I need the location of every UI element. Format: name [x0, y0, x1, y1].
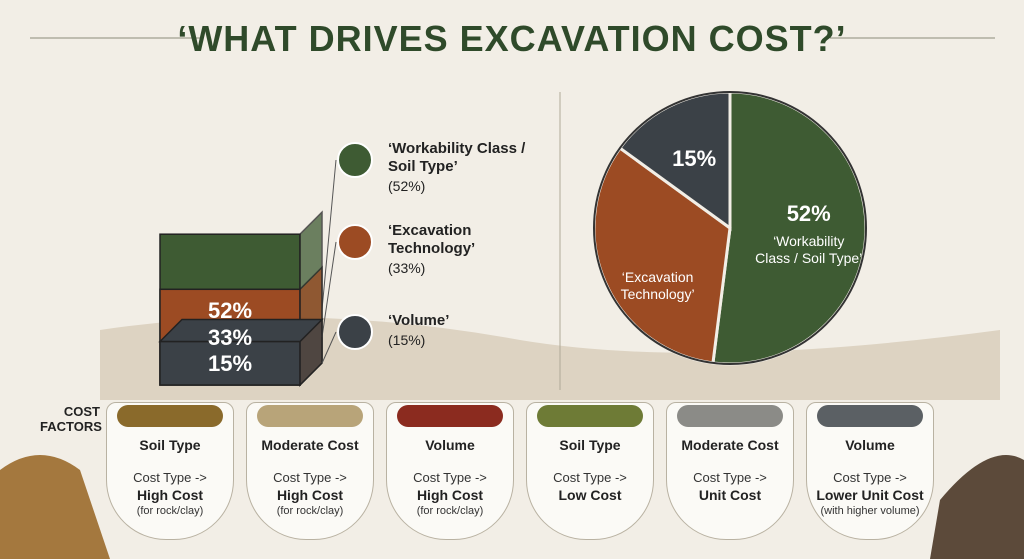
rock-right [930, 455, 1024, 559]
card-note: (for rock/clay) [416, 505, 484, 517]
card-pill [677, 405, 783, 427]
legend-icon [337, 142, 373, 178]
bar-value-label: 15% [207, 351, 253, 377]
card-line: Cost Type -> [693, 470, 767, 485]
card-line: Cost Type -> [413, 470, 487, 485]
pie-value-label: 52% [786, 200, 831, 226]
card-note: (with higher volume) [820, 505, 920, 517]
card-pill [257, 405, 363, 427]
card-header: Moderate Cost [261, 437, 359, 453]
bar-segment [159, 340, 301, 386]
ground [100, 317, 1000, 400]
side-label: COST FACTORS [40, 404, 102, 434]
cost-card: Soil Type Cost Type -> High Cost (for rock/… [106, 402, 234, 540]
card-pill [117, 405, 223, 427]
card-pill [817, 405, 923, 427]
card-header: Soil Type [559, 437, 621, 453]
cost-card: Volume Cost Type -> High Cost (for rock/cla… [386, 402, 514, 540]
card-line: Cost Type -> [273, 470, 347, 485]
rock-left [0, 455, 110, 559]
title: ‘WHAT DRIVES EXCAVATION COST?’ [177, 18, 847, 59]
card-header: Volume [425, 437, 475, 453]
card-cost: Low Cost [558, 487, 622, 503]
pie-rim [593, 91, 867, 365]
legend-icon [337, 224, 373, 260]
cost-card: Moderate Cost Cost Type -> Unit Cost [666, 402, 794, 540]
bar-value-label: 52% [207, 297, 253, 323]
legend-label: ‘Workability Class / Soil Type’ [388, 140, 526, 175]
cost-card: Volume Cost Type -> Lower Unit Cost (with h… [806, 402, 934, 540]
legend-value: (33%) [388, 260, 426, 276]
pie-value-label: 15% [672, 145, 717, 171]
legend-label: ‘Volume’ [388, 312, 450, 329]
legend-leader [321, 159, 337, 310]
card-pill [397, 405, 503, 427]
card-header: Soil Type [139, 437, 201, 453]
card-line: Cost Type -> [133, 470, 207, 485]
bar-value-label: 33% [207, 325, 253, 351]
legend-icon [337, 314, 373, 350]
cost-card: Moderate Cost Cost Type -> High Cost (for r… [246, 402, 374, 540]
card-line: Cost Type -> [553, 470, 627, 485]
card-cost: High Cost [136, 487, 204, 503]
card-cost: Unit Cost [698, 487, 762, 503]
card-note: (for rock/clay) [276, 505, 344, 517]
pie-label: ‘Excavation Technology’ [620, 269, 695, 303]
card-header: Moderate Cost [681, 437, 779, 453]
legend-leader [321, 331, 337, 364]
cost-card: Soil Type Cost Type -> Low Cost [526, 402, 654, 540]
card-header: Volume [845, 437, 895, 453]
card-cost: High Cost [416, 487, 484, 503]
card-line: Cost Type -> [833, 470, 907, 485]
card-cost: High Cost [276, 487, 344, 503]
legend-value: (15%) [388, 332, 426, 348]
bar-top [158, 318, 324, 343]
card-note: (for rock/clay) [136, 505, 204, 517]
card-pill [537, 405, 643, 427]
legend-leader [321, 241, 337, 338]
card-cost: Lower Unit Cost [816, 487, 924, 503]
pie-label: ‘Workability Class / Soil Type’ [755, 232, 863, 266]
legend-label: ‘Excavation Technology’ [388, 222, 476, 257]
legend-value: (52%) [388, 178, 426, 194]
